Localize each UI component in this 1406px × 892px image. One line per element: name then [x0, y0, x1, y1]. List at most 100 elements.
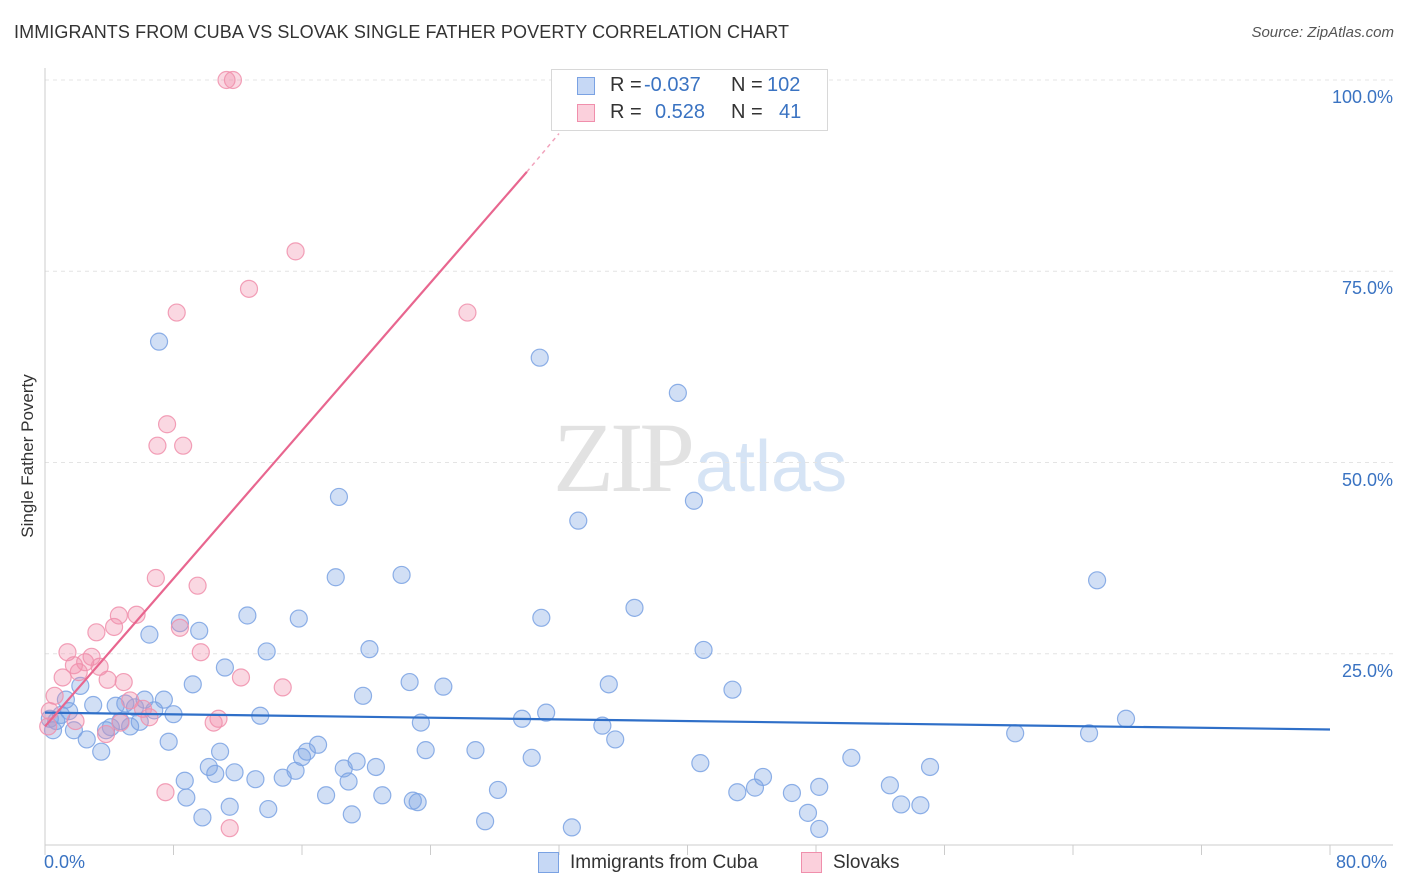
axes — [44, 68, 1393, 855]
slovak-point-37 — [111, 713, 130, 732]
y-axis-title: Single Father Poverty — [18, 374, 37, 538]
legend-swatch-cuba — [538, 852, 559, 873]
cuba-point-38 — [246, 770, 265, 789]
cuba-point-64 — [416, 741, 435, 760]
cuba-point-84 — [723, 680, 742, 699]
cuba-point-54 — [347, 752, 366, 771]
slovak-point-34 — [273, 678, 292, 697]
slovak-point-19 — [146, 568, 165, 588]
cuba-point-35 — [220, 797, 239, 816]
cuba-point-78 — [606, 730, 625, 749]
legend-n-value-cuba: 102 — [767, 74, 801, 96]
cuba-point-48 — [316, 786, 336, 805]
cuba-point-83 — [694, 640, 713, 660]
legend-r-label: R = — [610, 74, 642, 96]
cuba-point-37 — [238, 606, 257, 625]
legend-n-label: N = — [731, 74, 763, 96]
legend-label-cuba: Immigrants from Cuba — [570, 852, 758, 873]
slovak-point-24 — [170, 618, 190, 637]
cuba-point-75 — [569, 511, 588, 530]
cuba-point-22 — [154, 690, 173, 709]
slovak-point-11 — [96, 724, 116, 744]
cuba-point-71 — [530, 348, 549, 367]
cuba-point-14 — [116, 694, 135, 713]
y-tick-label-2: 75.0% — [1341, 278, 1393, 299]
cuba-point-4 — [56, 690, 75, 709]
watermark: ZIPatlas — [553, 400, 847, 515]
cuba-point-21 — [149, 332, 169, 351]
cuba-point-79 — [625, 598, 644, 617]
cuba-point-62 — [408, 793, 427, 812]
slovak-point-17 — [127, 605, 146, 624]
legend-n-label: N = — [731, 101, 763, 123]
slovak-point-33 — [239, 279, 259, 298]
x-tick-max: 80.0% — [1336, 852, 1388, 872]
cuba-point-7 — [77, 730, 96, 749]
cuba-point-80 — [668, 383, 687, 402]
cuba-point-87 — [753, 767, 773, 787]
cuba-point-40 — [257, 642, 276, 661]
cuba-point-70 — [522, 748, 541, 767]
cuba-point-19 — [140, 625, 159, 644]
cuba-point-10 — [96, 721, 116, 740]
cuba-point-27 — [177, 788, 196, 807]
cuba-point-101 — [59, 702, 79, 721]
cuba-point-57 — [366, 757, 385, 777]
legend-swatch-slovaks — [577, 104, 595, 122]
cuba-point-96 — [920, 757, 940, 777]
cuba-point-31 — [199, 757, 218, 777]
slovak-point-20 — [148, 436, 167, 455]
slovak-trend-line — [44, 171, 528, 728]
slovak-point-1 — [40, 702, 59, 721]
slovak-point-35 — [286, 242, 305, 261]
slovak-point-26 — [188, 576, 207, 595]
slovak-point-21 — [157, 415, 177, 434]
slovak-point-22 — [156, 783, 175, 802]
cuba-point-9 — [92, 742, 111, 761]
cuba-point-23 — [159, 732, 178, 751]
cuba-point-65 — [434, 677, 453, 696]
slovak-point-0 — [39, 717, 58, 736]
cuba-point-88 — [782, 783, 802, 803]
slovak-point-31 — [223, 70, 243, 90]
cuba-point-99 — [1087, 571, 1107, 590]
slovak-point-9 — [87, 623, 106, 642]
cuba-point-52 — [339, 772, 358, 791]
cuba-point-56 — [360, 640, 379, 659]
cuba-point-81 — [684, 491, 704, 510]
cuba-point-73 — [537, 703, 556, 722]
cuba-point-32 — [206, 764, 225, 783]
cuba-point-49 — [326, 568, 345, 587]
slovak-point-39 — [66, 711, 85, 731]
slovak-point-10 — [90, 657, 109, 676]
cuba-point-91 — [810, 819, 829, 839]
watermark-zip: ZIP — [553, 402, 695, 513]
cuba-point-95 — [911, 796, 930, 815]
cuba-point-93 — [880, 776, 899, 795]
legend-row-cuba: R = -0.037 N = 102 — [552, 74, 827, 100]
cuba-point-45 — [292, 747, 312, 767]
cuba-point-41 — [259, 799, 278, 819]
cuba-point-100 — [1116, 709, 1136, 728]
cuba-point-30 — [193, 808, 212, 827]
cuba-point-68 — [488, 780, 508, 800]
cuba-point-59 — [392, 565, 411, 585]
slovak-point-23 — [167, 303, 186, 322]
legend-r-label: R = — [610, 101, 642, 123]
watermark-atlas: atlas — [695, 427, 848, 507]
slovak-point-13 — [104, 617, 124, 637]
slovak-point-27 — [191, 643, 210, 662]
cuba-point-44 — [289, 609, 308, 628]
slovak-point-38 — [140, 708, 159, 727]
slovak-point-6 — [69, 663, 88, 682]
legend-swatch-slovaks — [801, 852, 822, 873]
cuba-point-58 — [373, 786, 392, 805]
y-tick-label-3: 100.0% — [1331, 87, 1393, 107]
cuba-point-29 — [190, 621, 209, 640]
cuba-point-94 — [892, 795, 911, 814]
y-tick-label-1: 50.0% — [1341, 469, 1393, 490]
cuba-point-97 — [1006, 724, 1025, 743]
y-tick-label-0: 25.0% — [1341, 660, 1393, 681]
cuba-point-53 — [342, 805, 361, 824]
